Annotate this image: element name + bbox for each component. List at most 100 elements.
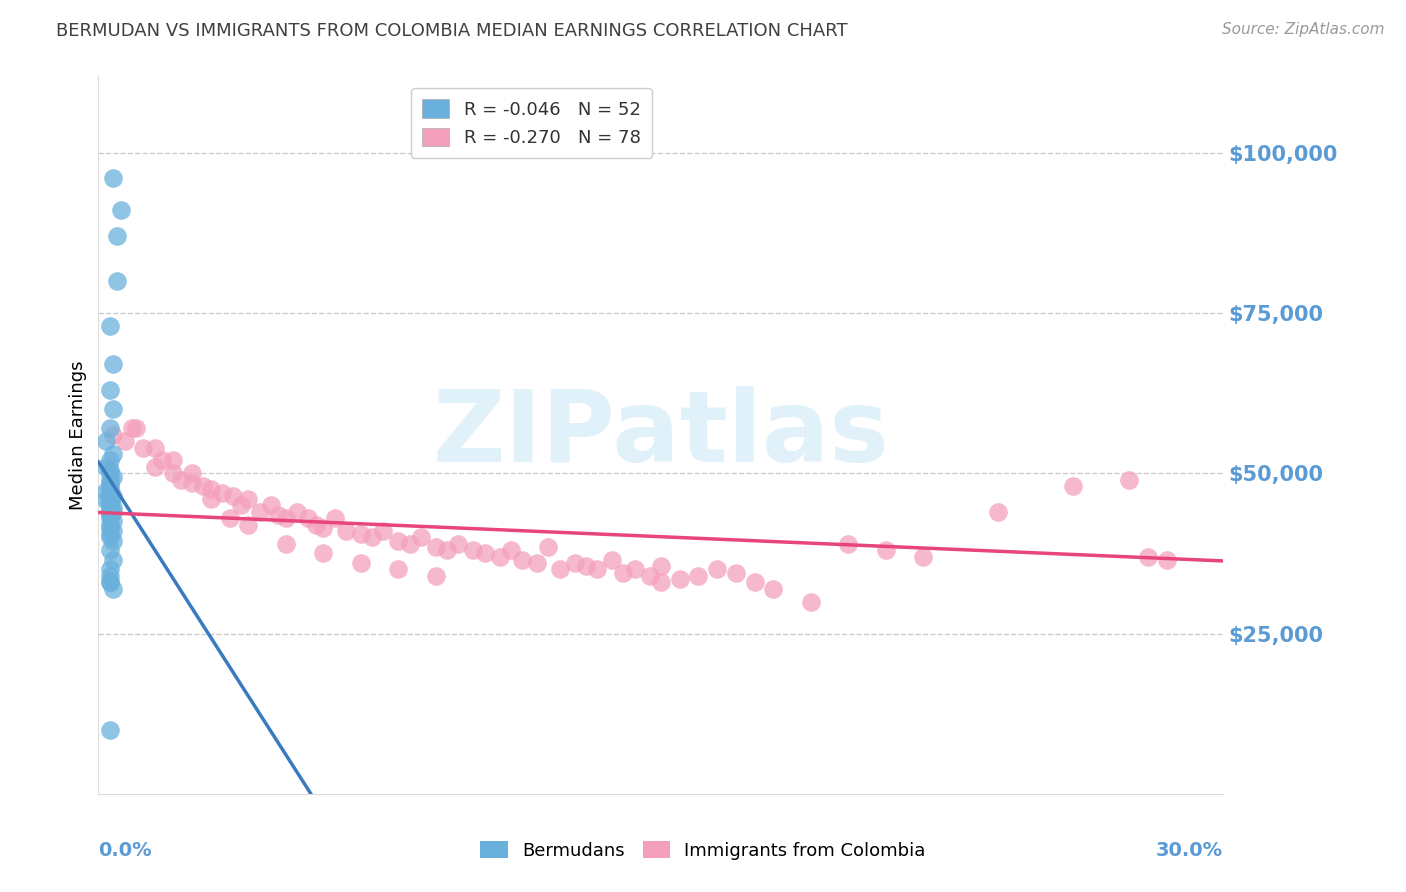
Point (1137, 549, 1160, 564)
Point (218, 511, 240, 525)
Point (875, 543, 897, 558)
Point (274, 537, 297, 551)
Point (125, 421, 148, 435)
Legend: Bermudans, Immigrants from Colombia: Bermudans, Immigrants from Colombia (474, 834, 932, 867)
Point (98, 483, 121, 497)
Point (103, 469, 125, 483)
Point (586, 562, 609, 576)
Point (409, 530, 432, 544)
Point (537, 540, 560, 554)
Point (297, 511, 319, 525)
Point (837, 537, 859, 551)
Point (162, 453, 184, 467)
Point (181, 475, 204, 490)
Point (98, 543, 121, 558)
Point (103, 171, 125, 186)
Point (499, 543, 522, 558)
Point (98, 723, 121, 737)
Point (274, 511, 297, 525)
Point (98, 487, 121, 501)
Point (132, 441, 155, 455)
Point (600, 553, 623, 567)
Point (724, 566, 747, 580)
Point (98, 485, 121, 500)
Point (103, 447, 125, 461)
Point (387, 533, 409, 548)
Point (110, 203, 132, 218)
Point (98, 453, 121, 467)
Point (162, 467, 184, 481)
Point (98, 479, 121, 493)
Point (143, 459, 166, 474)
Point (447, 537, 470, 551)
Point (103, 500, 125, 514)
Point (706, 562, 728, 576)
Point (150, 453, 173, 467)
Point (98, 575, 121, 590)
Point (98, 562, 121, 576)
Point (744, 575, 766, 590)
Point (668, 572, 690, 586)
Point (526, 556, 548, 570)
Point (510, 553, 533, 567)
Point (650, 575, 672, 590)
Point (103, 357, 125, 371)
Point (94, 484, 117, 499)
Point (474, 546, 496, 560)
Point (912, 549, 935, 564)
Point (98, 503, 121, 517)
Legend: R = -0.046   N = 52, R = -0.270   N = 78: R = -0.046 N = 52, R = -0.270 N = 78 (412, 88, 651, 158)
Point (103, 402, 125, 417)
Point (103, 524, 125, 538)
Point (305, 517, 328, 532)
Point (98, 463, 121, 477)
Point (98, 495, 121, 509)
Point (98, 521, 121, 535)
Point (548, 562, 571, 576)
Point (638, 569, 661, 583)
Point (200, 491, 222, 506)
Point (285, 505, 308, 519)
Point (350, 556, 373, 570)
Point (98, 530, 121, 544)
Point (98, 497, 121, 511)
Point (143, 441, 166, 455)
Point (762, 582, 785, 596)
Point (98, 527, 121, 541)
Point (200, 483, 222, 497)
Point (98, 511, 121, 525)
Point (103, 427, 125, 442)
Point (121, 421, 143, 435)
Point (98, 318, 121, 333)
Point (1118, 473, 1140, 487)
Point (249, 505, 271, 519)
Point (181, 467, 204, 481)
Point (312, 546, 335, 560)
Point (312, 521, 335, 535)
Point (98, 517, 121, 532)
Point (350, 527, 373, 541)
Point (98, 421, 121, 435)
Point (238, 491, 260, 506)
Point (103, 489, 125, 503)
Text: Source: ZipAtlas.com: Source: ZipAtlas.com (1222, 22, 1385, 37)
Point (193, 479, 215, 493)
Point (323, 511, 346, 525)
Text: 30.0%: 30.0% (1156, 840, 1223, 860)
Point (98, 569, 121, 583)
Point (114, 434, 136, 449)
Point (103, 553, 125, 567)
Point (373, 524, 395, 538)
Point (229, 499, 252, 513)
Point (98, 467, 121, 481)
Point (612, 566, 634, 580)
Point (103, 515, 125, 529)
Point (98, 508, 121, 522)
Point (98, 383, 121, 397)
Point (335, 524, 357, 538)
Point (425, 569, 447, 583)
Point (564, 556, 586, 570)
Text: ZIPatlas: ZIPatlas (433, 386, 889, 483)
Point (98, 506, 121, 520)
Point (94, 434, 117, 449)
